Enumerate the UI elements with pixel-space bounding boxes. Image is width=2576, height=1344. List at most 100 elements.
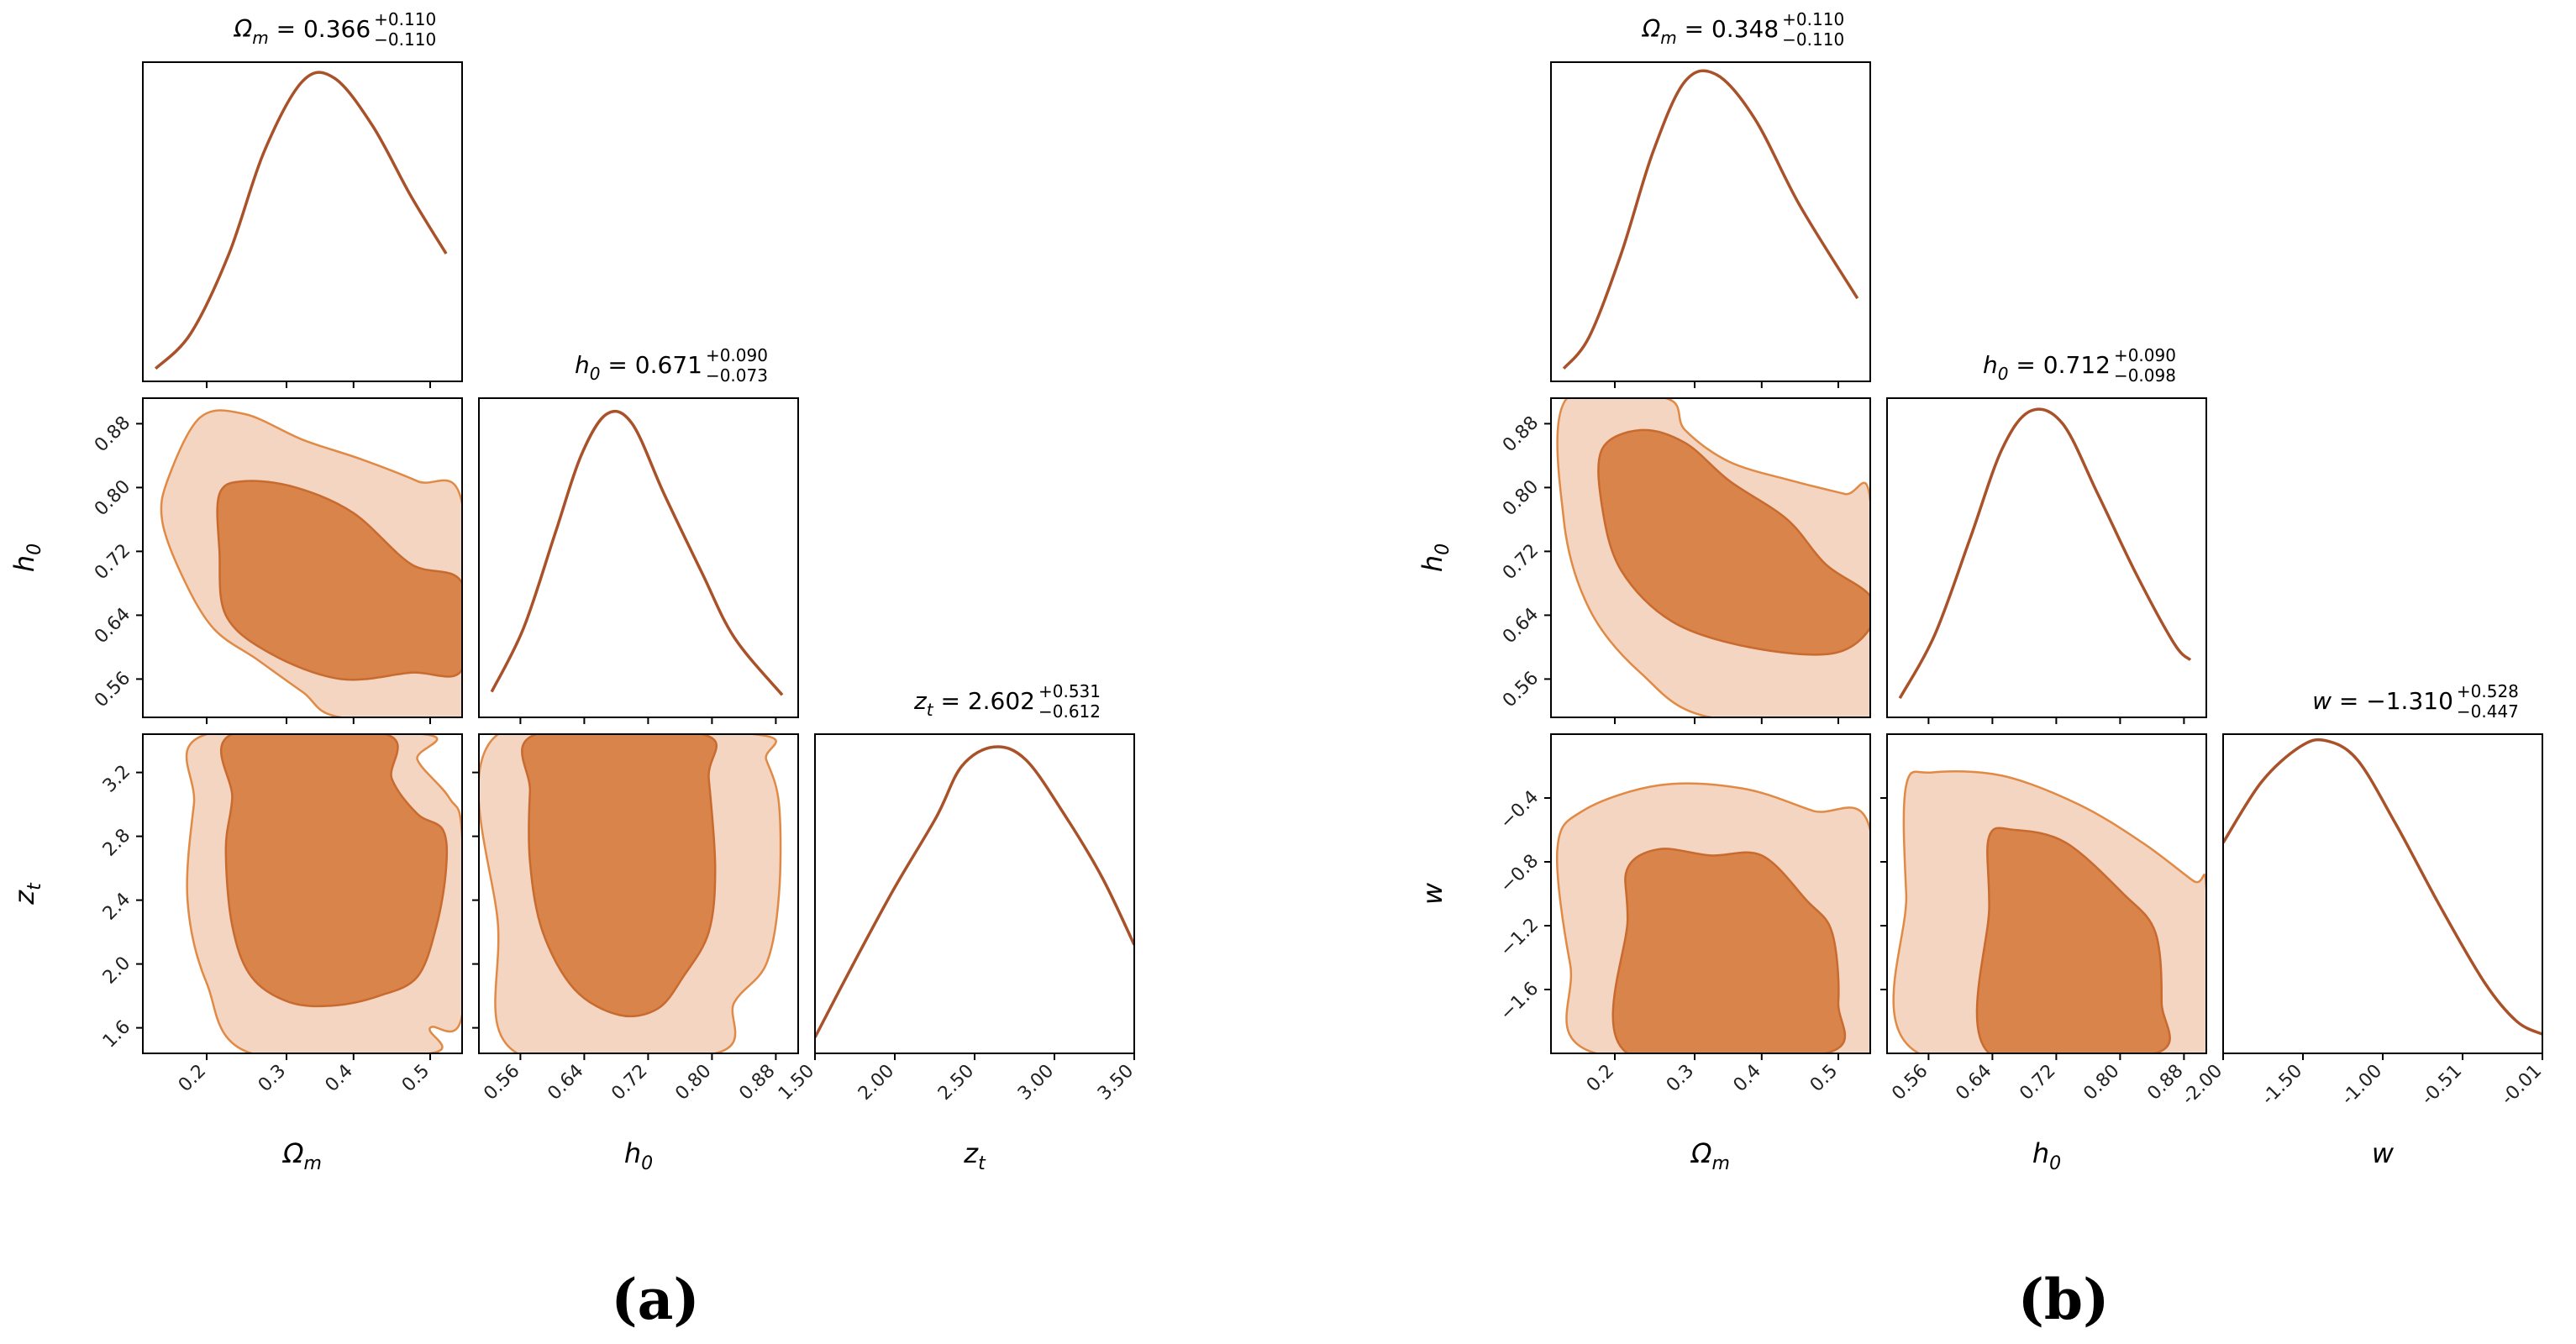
panel-third-1d: -2.00 -1.50 -1.00 -0.51 -0.01 xyxy=(2178,733,2546,1110)
panel-om-third: 0.2 0.3 0.4 0.5 3.2 2.8 2.4 2.0 1.6 xyxy=(99,733,463,1096)
third-x-tick-label: 1.50 xyxy=(775,1061,818,1105)
title-third: w = −1.310 +0.528−0.447 xyxy=(2312,681,2519,722)
contour-68-om-third xyxy=(220,734,449,1008)
panel-frame xyxy=(142,397,463,718)
third-y-tick-label: 1.6 xyxy=(99,1016,134,1052)
param-value: = 0.712 xyxy=(2009,351,2111,379)
axis-symbol: w xyxy=(2372,1137,2395,1169)
contour-68-h-third xyxy=(1975,827,2171,1053)
third-y-tick-label: 2.8 xyxy=(99,825,134,860)
h-y-tick-label: 0.80 xyxy=(91,476,134,520)
om-x-tick-label: 0.4 xyxy=(322,1061,357,1096)
third-x-tick-label: -0.51 xyxy=(2417,1061,2466,1110)
panel-content xyxy=(1556,398,1870,717)
title-h-text: h0 = 0.712 xyxy=(1983,351,2111,384)
h-x-tick-label: 0.72 xyxy=(607,1061,651,1105)
title-om: Ωm = 0.366 +0.110−0.110 xyxy=(234,9,436,50)
subfigure-label-a: (a) xyxy=(611,1267,699,1332)
third-y-tick-label: −0.4 xyxy=(1496,787,1543,833)
axis-label-third-bottom: w xyxy=(2372,1137,2395,1169)
panel-frame xyxy=(1550,733,1871,1054)
title-h-minus: −0.098 xyxy=(2114,365,2176,386)
third-x-tick-label: -0.01 xyxy=(2497,1061,2546,1110)
title-third-plus: +0.531 xyxy=(1038,681,1101,701)
panel-frame xyxy=(1886,397,2207,718)
contour-68-h-third xyxy=(521,734,718,1018)
panel-content xyxy=(154,71,448,370)
axis-symbol: h xyxy=(1417,555,1448,572)
posterior-curve-third xyxy=(815,745,1134,1038)
om-x-tick-label: 0.5 xyxy=(398,1061,434,1096)
h-y-tick-label: 0.72 xyxy=(1499,540,1543,584)
axis-sub: m xyxy=(1712,1153,1730,1174)
param-sub: m xyxy=(1660,28,1676,48)
panel-frame xyxy=(2222,733,2543,1054)
panel-third-1d: 1.50 2.00 2.50 3.00 3.50 xyxy=(775,733,1138,1105)
axis-sub: 0 xyxy=(2049,1153,2061,1174)
h-y-tick-label: 0.64 xyxy=(1499,604,1543,648)
third-y-tick-label: −0.8 xyxy=(1496,851,1543,897)
param-value: = 0.366 xyxy=(269,15,371,43)
posterior-curve-h xyxy=(1898,407,2192,700)
third-x-tick-label: 3.50 xyxy=(1094,1061,1138,1105)
posterior-curve-third xyxy=(2223,738,2542,1036)
title-om: Ωm = 0.348 +0.110−0.110 xyxy=(1642,9,1844,50)
panel-content xyxy=(185,734,462,1053)
axis-sub: 0 xyxy=(1433,543,1454,555)
h-x-tick-label: 0.80 xyxy=(2079,1061,2123,1105)
axis-symbol: h xyxy=(8,555,40,572)
subfigure-label-b: (b) xyxy=(2018,1267,2110,1332)
param-name: Ω xyxy=(1642,15,1661,43)
panel-h-third: 0.56 0.64 0.72 0.80 0.88 xyxy=(1880,733,2207,1105)
panel-content xyxy=(1892,770,2206,1053)
contour-68-om-h xyxy=(1597,428,1870,656)
title-third-plus: +0.528 xyxy=(2457,681,2519,701)
om-x-tick-label: 0.3 xyxy=(1663,1061,1698,1096)
h-x-tick-label: 0.72 xyxy=(2016,1061,2059,1105)
title-h-minus: −0.073 xyxy=(706,365,768,386)
third-y-tick-label: −1.2 xyxy=(1496,915,1543,961)
axis-sub: 0 xyxy=(24,543,45,555)
panel-om-h: 0.88 0.80 0.72 0.64 0.56 xyxy=(91,397,463,724)
panel-om-1d xyxy=(142,61,463,388)
h-x-tick-label: 0.64 xyxy=(1952,1061,1995,1105)
om-x-tick-label: 0.2 xyxy=(175,1061,210,1096)
panel-frame xyxy=(478,733,799,1054)
third-x-tick-label: -1.50 xyxy=(2258,1061,2306,1110)
axis-label-h-bottom: h0 xyxy=(624,1137,653,1174)
param-name: Ω xyxy=(234,15,253,43)
axis-sub: t xyxy=(24,882,45,890)
posterior-curve-om xyxy=(1562,69,1859,370)
axis-label-h-bottom: h0 xyxy=(2032,1137,2061,1174)
param-value: = 2.602 xyxy=(933,687,1035,715)
panel-content xyxy=(1562,69,1859,370)
title-third-minus: −0.447 xyxy=(2457,701,2519,722)
title-third-minus: −0.612 xyxy=(1038,701,1101,722)
title-om-plus: +0.110 xyxy=(1782,9,1844,29)
panel-content xyxy=(1555,782,1870,1053)
panel-frame xyxy=(142,61,463,382)
h-x-tick-label: 0.56 xyxy=(1888,1061,1932,1105)
axis-symbol: h xyxy=(2032,1137,2049,1169)
param-name: h xyxy=(1983,351,1998,379)
panel-content xyxy=(479,734,782,1053)
panel-frame xyxy=(814,733,1135,1054)
panel-frame xyxy=(1550,397,1871,718)
param-name: w xyxy=(2312,687,2332,715)
h-y-tick-label: 0.64 xyxy=(91,604,134,648)
axis-label-third: zt xyxy=(8,882,45,906)
title-om-text: Ωm = 0.348 xyxy=(1642,15,1779,48)
title-h-plus: +0.090 xyxy=(706,345,768,365)
third-x-tick-label: 2.00 xyxy=(854,1061,898,1105)
axis-symbol: Ω xyxy=(1690,1137,1712,1169)
h-y-tick-label: 0.88 xyxy=(1499,412,1543,456)
axis-sub: t xyxy=(978,1153,986,1174)
panel-content xyxy=(490,409,784,696)
h-x-tick-label: 0.88 xyxy=(735,1061,779,1105)
panel-h-third: 0.56 0.64 0.72 0.80 0.88 xyxy=(472,733,799,1105)
title-third-text: w = −1.310 xyxy=(2312,687,2453,715)
title-third-text: zt = 2.602 xyxy=(913,687,1035,720)
title-h: h0 = 0.671 +0.090−0.073 xyxy=(575,345,768,386)
axis-label-om: Ωm xyxy=(281,1137,322,1174)
